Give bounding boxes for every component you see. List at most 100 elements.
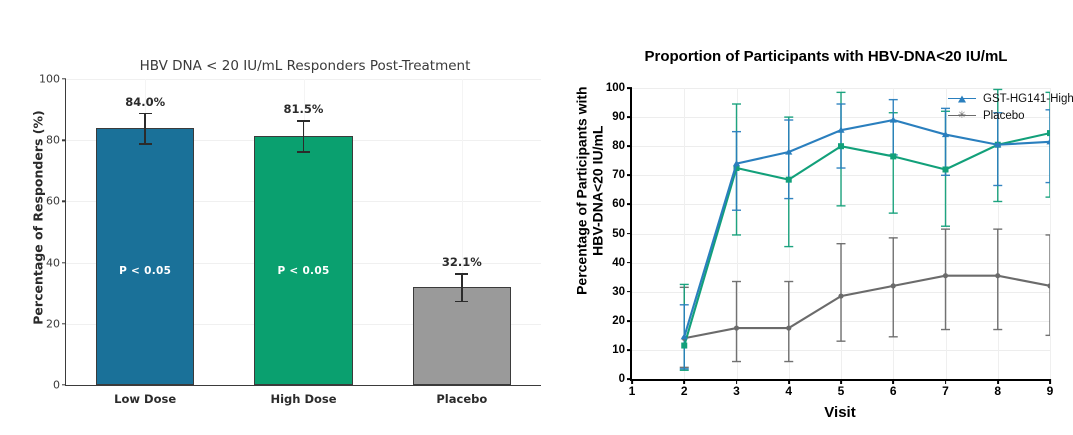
line-error-bar [1045, 91, 1050, 198]
line-x-tick-label: 1 [628, 384, 636, 398]
line-y-tick-label: 90 [612, 111, 625, 124]
line-y-tick-label: 10 [612, 343, 625, 356]
line-y-tick-label: 30 [612, 285, 625, 298]
bar-value-label: 84.0% [125, 94, 166, 109]
line-series-gst-hg141-high-dose [683, 118, 1050, 338]
bar-x-category-label: Low Dose [114, 392, 177, 406]
legend-item[interactable]: GST-HG141-High dose [948, 90, 1073, 107]
line-y-tick-mark [627, 290, 632, 293]
line-series-gst-hg141-low-dose [683, 132, 1050, 346]
line-data-point-star-marker[interactable] [786, 325, 792, 331]
line-y-tick-mark [627, 87, 632, 89]
line-data-point-triangle-marker[interactable] [732, 160, 741, 167]
legend-swatch [948, 95, 976, 102]
line-x-tick-mark [840, 379, 842, 384]
line-error-bar [836, 242, 846, 342]
bar-error-bar [144, 112, 147, 144]
bar-y-tick-mark [62, 323, 66, 325]
bar-y-tick-mark [62, 139, 66, 141]
line-x-tick-label: 4 [785, 384, 793, 398]
line-data-point-triangle-marker[interactable] [785, 148, 793, 155]
line-error-bar [941, 228, 950, 331]
line-error-bar [732, 280, 741, 363]
bar-y-tick-label: 0 [53, 378, 60, 392]
line-data-point-star-marker[interactable] [995, 273, 1001, 279]
line-series-placebo [684, 274, 1050, 340]
bar-low-dose[interactable] [96, 127, 195, 385]
bar-high-dose[interactable] [254, 135, 353, 385]
bar-x-category-label: High Dose [270, 392, 337, 406]
line-x-tick-label: 5 [837, 384, 845, 398]
bar-placebo[interactable] [412, 286, 511, 385]
line-x-tick-mark [735, 379, 738, 384]
line-error-bar [836, 103, 846, 169]
line-data-point-square-marker[interactable] [838, 143, 844, 150]
line-data-point-square-marker[interactable] [942, 166, 949, 173]
line-data-point-star-marker[interactable] [838, 293, 844, 299]
line-chart-y-axis-label: Percentage of Participants with HBV-DNA<… [573, 61, 605, 321]
line-error-bar [1045, 109, 1050, 184]
line-y-tick-label: 50 [612, 227, 625, 240]
line-error-bar [784, 280, 794, 363]
bar-error-bar [460, 273, 463, 301]
line-y-tick-mark [627, 174, 632, 177]
line-data-point-triangle-marker[interactable] [680, 333, 688, 340]
line-data-point-triangle-marker[interactable] [941, 130, 950, 138]
bar-value-label: 81.5% [283, 102, 324, 117]
line-data-point-square-marker[interactable] [733, 165, 740, 172]
line-x-tick-label: 6 [889, 384, 897, 398]
bar-vertical-gridline [461, 79, 463, 385]
line-error-bar [993, 228, 1003, 331]
line-data-point-square-marker[interactable] [890, 153, 897, 160]
line-error-bar [888, 98, 898, 156]
line-vertical-gridline [893, 88, 895, 379]
line-x-tick-label: 7 [942, 384, 949, 398]
bar-error-cap-lower [455, 300, 469, 303]
bar-y-tick-mark [62, 200, 66, 203]
bar-p-value-annotation: P < 0.05 [277, 264, 330, 277]
line-data-point-star-marker[interactable] [942, 273, 949, 279]
bar-chart-plot-area: 0 20 40 60 80 100 84.0% P < 0.05 Low Dose 81.5% P … [39, 73, 541, 406]
line-vertical-gridline [684, 88, 686, 379]
bar-error-cap-lower [297, 150, 310, 153]
bar-chart-y-axis-label: Percentage of Responders (%) [30, 110, 46, 325]
line-data-point-square-marker[interactable] [681, 342, 688, 349]
line-x-tick-mark [892, 379, 895, 384]
line-y-tick-label: 60 [612, 198, 625, 211]
line-data-point-star-marker[interactable] [1047, 283, 1050, 289]
line-data-point-square-marker[interactable] [1047, 130, 1050, 137]
bar-y-tick-label: 40 [46, 256, 60, 270]
bar-y-tick-mark [62, 384, 66, 386]
line-y-tick-label: 20 [612, 314, 625, 327]
line-x-tick-label: 2 [680, 384, 688, 398]
legend-label: Placebo [983, 109, 1025, 122]
bar-y-tick-label: 20 [46, 317, 60, 331]
bar-p-value-annotation: P < 0.05 [119, 264, 172, 277]
line-x-tick-mark [787, 379, 790, 384]
line-x-tick-label: 9 [1046, 384, 1054, 398]
line-chart-x-axis-label: Visit [824, 404, 856, 421]
line-y-tick-label: 40 [612, 256, 625, 269]
line-data-point-square-marker[interactable] [785, 176, 792, 183]
line-y-tick-label: 80 [612, 140, 625, 153]
line-chart-y-axis-label-line2: HBV-DNA<20 IU/mL [589, 125, 605, 256]
bar-y-tick-label: 100 [39, 72, 60, 86]
line-x-tick-mark [683, 379, 686, 384]
line-chart-legend: GST-HG141-High dose ✳ Placebo [948, 90, 1073, 124]
line-y-tick-mark [627, 348, 632, 351]
line-error-bar [941, 107, 950, 177]
line-vertical-gridline [1050, 88, 1051, 379]
line-data-point-triangle-marker[interactable] [994, 141, 1002, 148]
line-y-tick-label: 70 [612, 169, 625, 182]
line-data-point-triangle-marker[interactable] [889, 116, 897, 123]
triangle-marker [958, 95, 966, 102]
line-data-point-triangle-marker[interactable] [837, 126, 845, 133]
line-data-point-star-marker[interactable] [733, 325, 740, 331]
line-data-point-star-marker[interactable] [890, 283, 896, 289]
line-error-bar [993, 112, 1003, 187]
bar-y-tick-mark [62, 78, 66, 80]
legend-item[interactable]: ✳ Placebo [948, 107, 1073, 124]
bar-chart-title: HBV DNA < 20 IU/mL Responders Post-Treat… [139, 58, 471, 74]
line-series-overlay [679, 88, 1050, 371]
